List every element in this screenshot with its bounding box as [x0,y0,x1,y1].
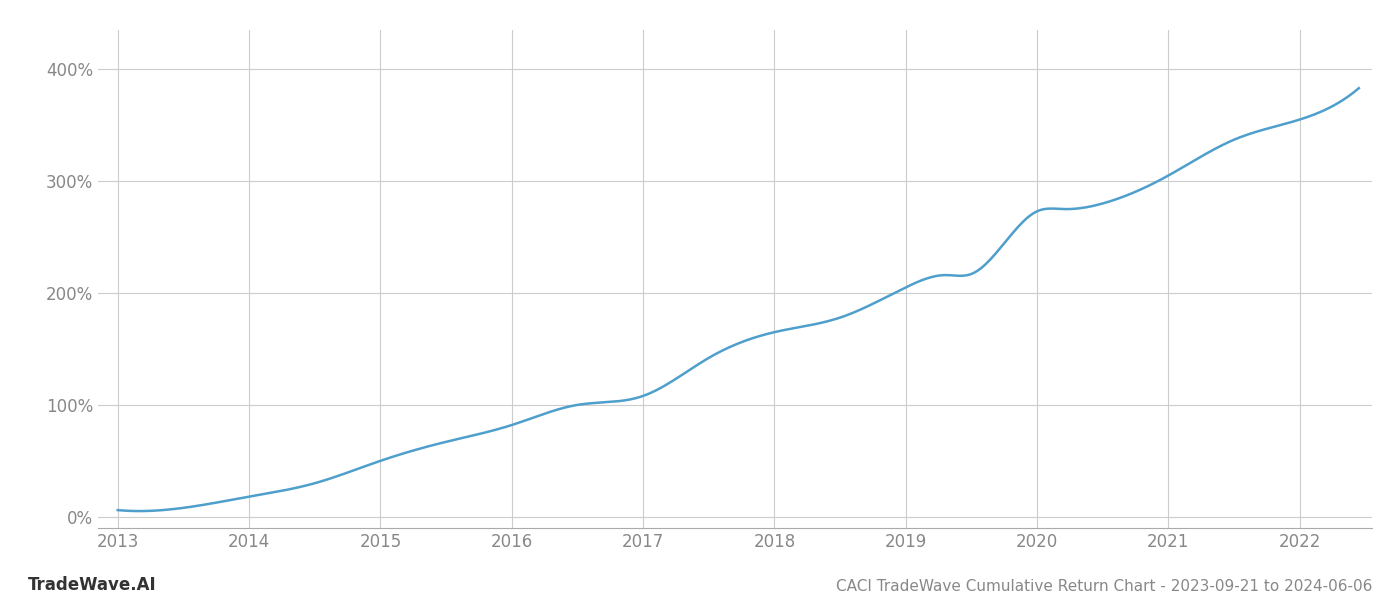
Text: TradeWave.AI: TradeWave.AI [28,576,157,594]
Text: CACI TradeWave Cumulative Return Chart - 2023-09-21 to 2024-06-06: CACI TradeWave Cumulative Return Chart -… [836,579,1372,594]
